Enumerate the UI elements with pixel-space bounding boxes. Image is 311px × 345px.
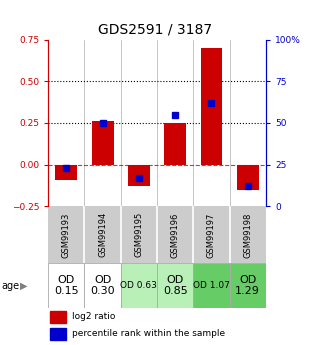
Bar: [164, 123, 186, 165]
Bar: [157, 264, 193, 308]
Text: GSM99193: GSM99193: [62, 212, 71, 257]
Text: GSM99195: GSM99195: [134, 212, 143, 257]
Bar: [48, 264, 85, 308]
Bar: [92, 121, 114, 165]
Text: GSM99194: GSM99194: [98, 212, 107, 257]
Text: percentile rank within the sample: percentile rank within the sample: [72, 329, 225, 338]
Bar: [193, 264, 230, 308]
Bar: [128, 165, 150, 186]
Bar: [50, 328, 66, 340]
Bar: [121, 264, 157, 308]
Text: ▶: ▶: [20, 280, 27, 290]
Bar: [201, 48, 222, 165]
Text: age: age: [2, 280, 20, 290]
Text: log2 ratio: log2 ratio: [72, 312, 115, 321]
Text: GSM99197: GSM99197: [207, 212, 216, 257]
Text: OD
0.15: OD 0.15: [54, 275, 79, 296]
Text: GSM99198: GSM99198: [243, 212, 252, 257]
Bar: [55, 165, 77, 180]
Text: GSM99196: GSM99196: [171, 212, 180, 257]
Text: OD
0.30: OD 0.30: [90, 275, 115, 296]
Text: GDS2591 / 3187: GDS2591 / 3187: [99, 22, 212, 36]
Bar: [85, 264, 121, 308]
Text: OD 1.07: OD 1.07: [193, 281, 230, 290]
Bar: [50, 311, 66, 323]
Bar: [230, 264, 266, 308]
Bar: [237, 165, 259, 189]
Text: OD 0.63: OD 0.63: [120, 281, 157, 290]
Text: OD
0.85: OD 0.85: [163, 275, 188, 296]
Text: OD
1.29: OD 1.29: [235, 275, 260, 296]
